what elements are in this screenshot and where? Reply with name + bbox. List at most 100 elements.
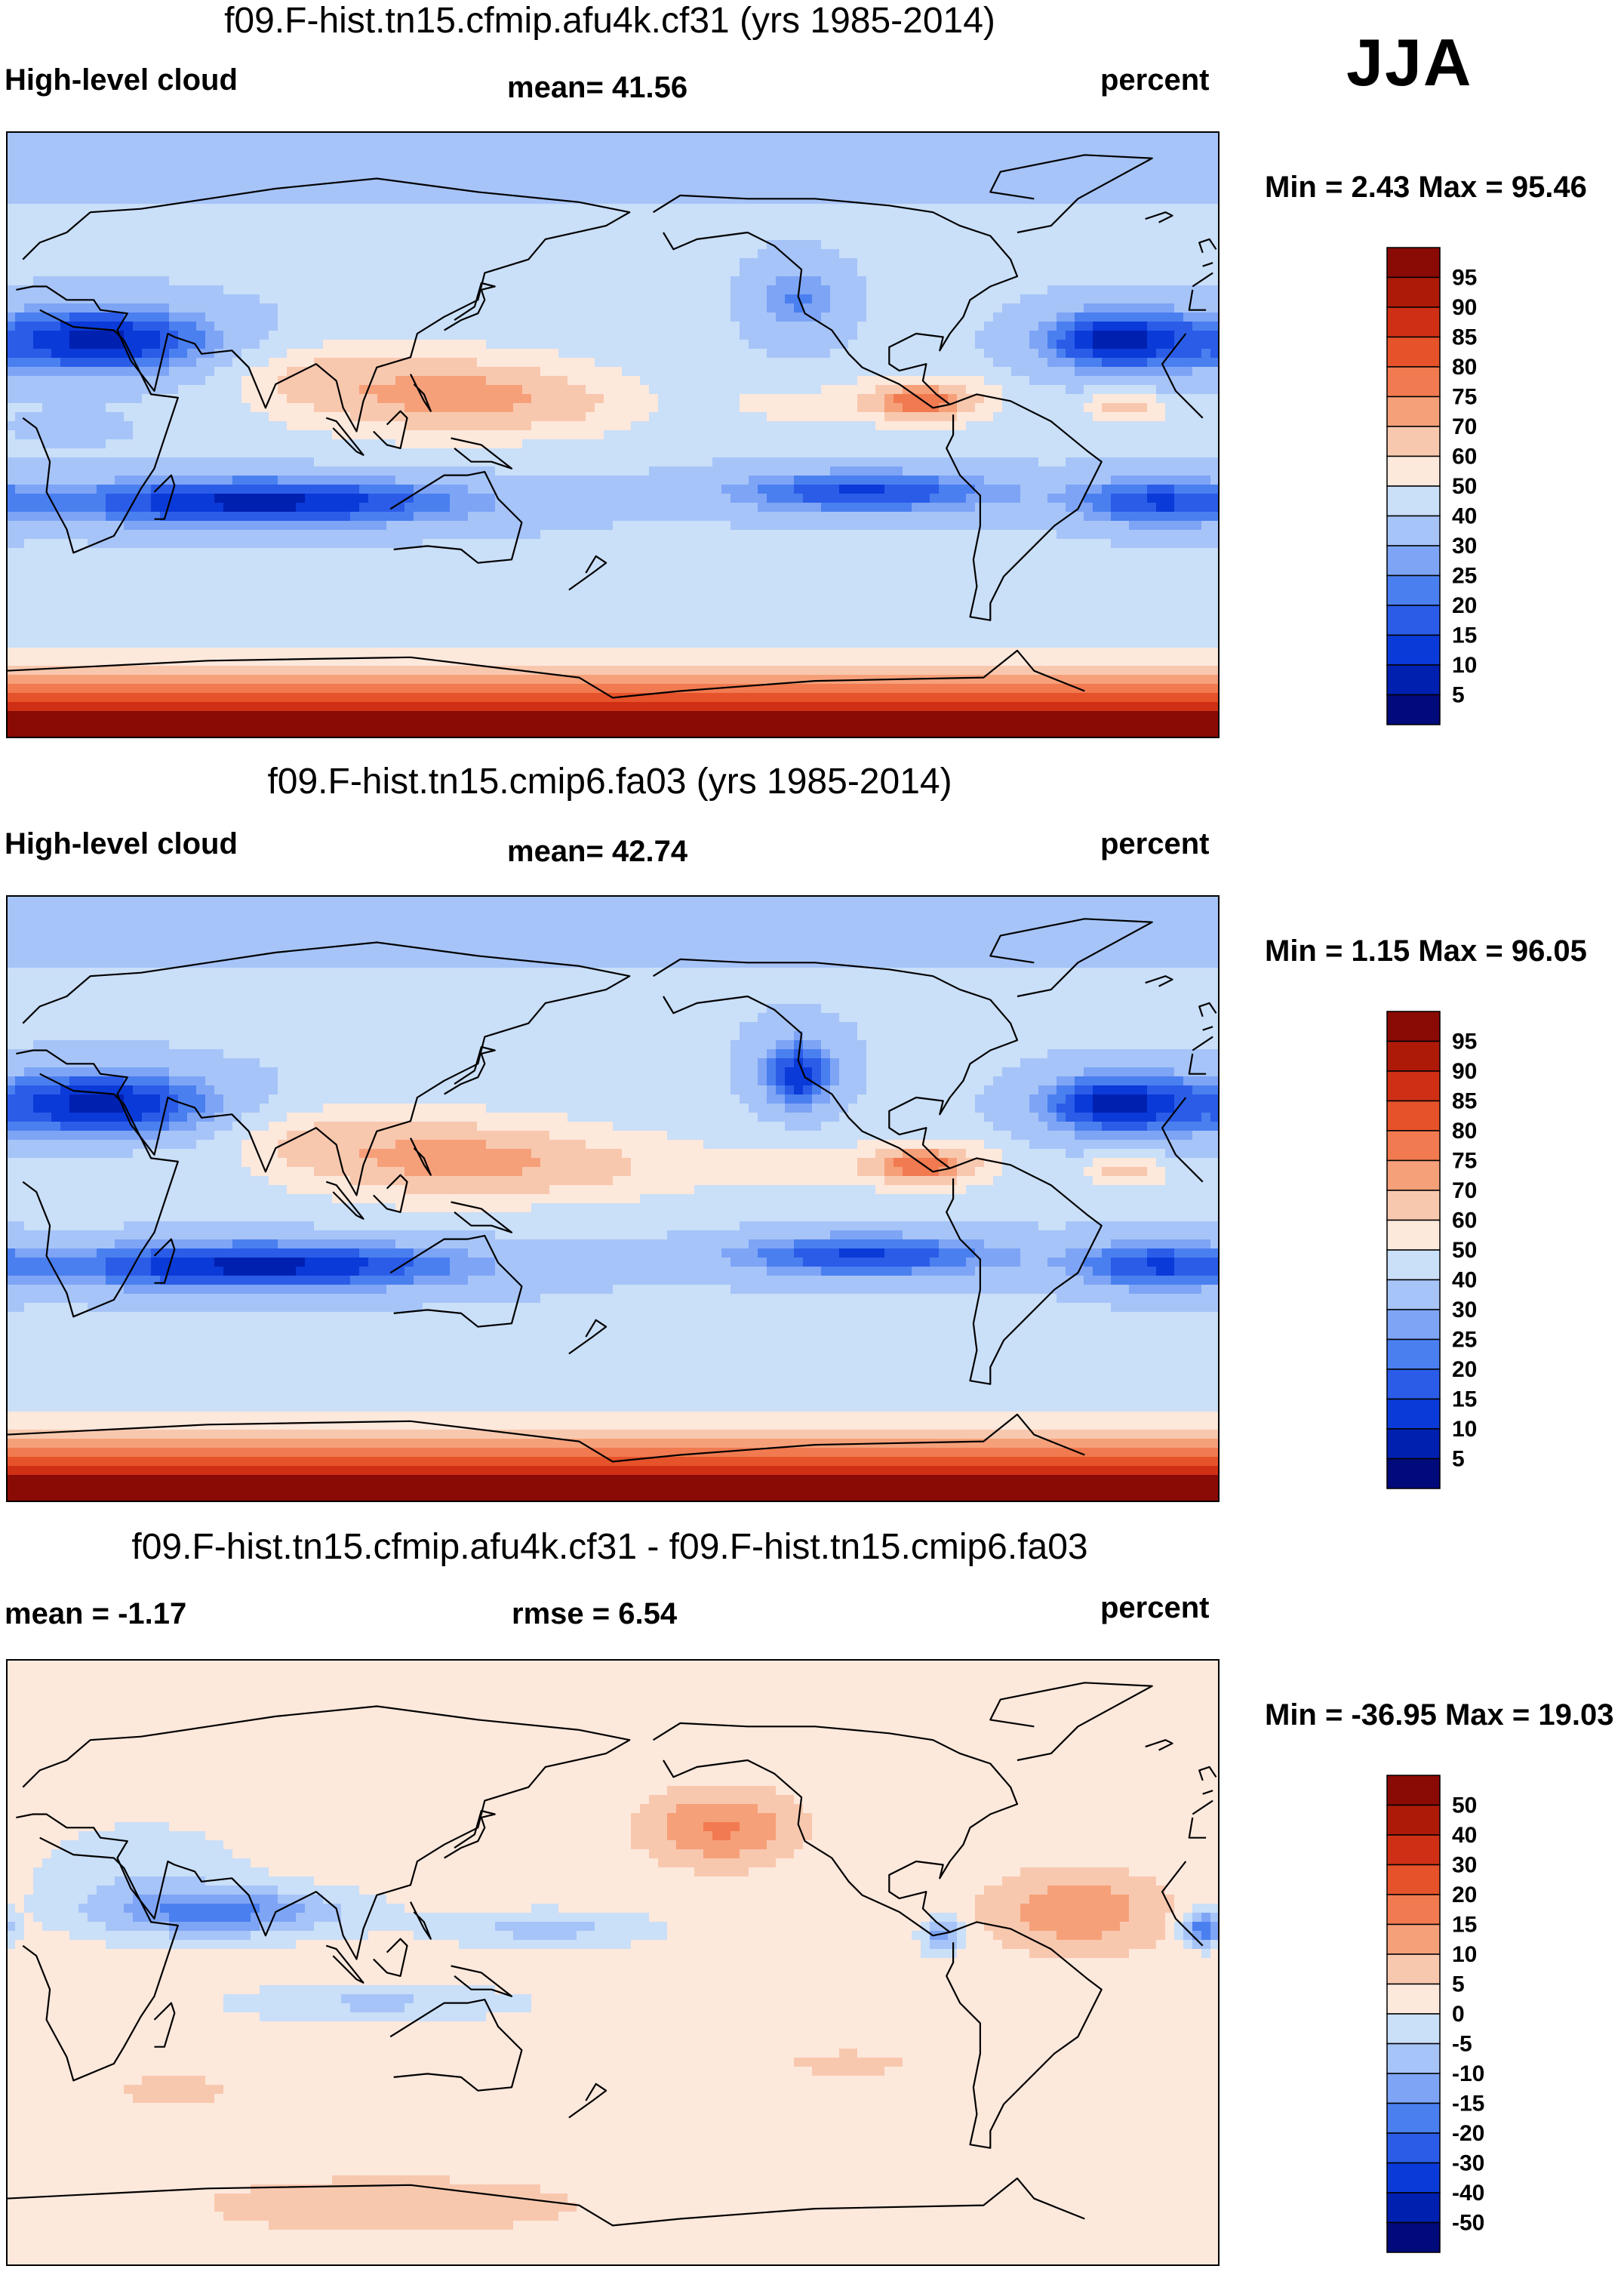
field-cell <box>1084 349 1093 359</box>
field-cell <box>957 322 967 331</box>
field-cell <box>839 195 849 205</box>
field-cell <box>341 285 351 295</box>
field-cell <box>1201 358 1211 368</box>
field-cell <box>658 131 668 141</box>
field-cell <box>142 439 152 449</box>
field-cell <box>794 213 804 223</box>
field-cell <box>857 394 867 404</box>
field-cell <box>24 195 34 205</box>
field-cell <box>414 258 423 268</box>
field-cell <box>260 376 269 386</box>
field-cell <box>1201 349 1211 359</box>
field-cell <box>595 140 604 150</box>
field-cell <box>1020 222 1030 232</box>
field-cell <box>106 421 115 431</box>
field-cell <box>33 448 43 458</box>
field-cell <box>459 140 469 150</box>
field-cell <box>97 240 106 250</box>
field-cell <box>423 367 432 377</box>
field-cell <box>721 376 731 386</box>
field-cell <box>749 403 758 413</box>
field-cell <box>423 204 432 214</box>
field-cell <box>848 430 858 440</box>
field-cell <box>495 177 505 186</box>
field-cell <box>33 213 43 223</box>
field-cell <box>785 213 795 223</box>
field-cell <box>721 168 731 177</box>
field-cell <box>758 430 767 440</box>
field-cell <box>51 358 61 368</box>
field-cell <box>6 177 16 186</box>
field-cell <box>1102 367 1112 377</box>
field-cell <box>721 159 731 168</box>
field-cell <box>106 285 115 295</box>
field-cell <box>595 186 604 195</box>
field-cell <box>758 312 767 322</box>
field-cell <box>631 258 641 268</box>
field-cell <box>694 249 704 259</box>
field-cell <box>1192 195 1202 205</box>
field-cell <box>685 195 695 205</box>
field-cell <box>866 159 876 168</box>
field-cell <box>966 240 976 250</box>
field-cell <box>975 412 985 422</box>
field-cell <box>767 149 777 159</box>
field-cell <box>486 168 496 177</box>
field-cell <box>1057 385 1066 395</box>
field-cell <box>567 394 577 404</box>
field-cell <box>386 204 396 214</box>
field-cell <box>558 267 568 277</box>
field-cell <box>305 240 315 250</box>
field-cell <box>251 177 260 186</box>
field-cell <box>685 421 695 431</box>
field-cell <box>1192 231 1202 241</box>
field-cell <box>649 303 659 313</box>
field-cell <box>703 285 713 295</box>
field-cell <box>24 267 34 277</box>
field-cell <box>1093 140 1103 150</box>
field-cell <box>984 294 994 304</box>
field-cell <box>124 322 134 331</box>
field-cell <box>821 358 831 368</box>
field-cell <box>305 294 315 304</box>
field-cell <box>730 267 740 277</box>
field-cell <box>749 349 758 359</box>
field-cell <box>567 457 577 467</box>
field-cell <box>187 149 197 159</box>
field-cell <box>667 159 677 168</box>
field-cell <box>1156 177 1166 186</box>
field-cell <box>241 168 251 177</box>
field-cell <box>1111 258 1121 268</box>
field-cell <box>1084 303 1093 313</box>
field-cell <box>1147 168 1157 177</box>
field-cell <box>33 358 43 368</box>
field-cell <box>984 303 994 313</box>
field-cell <box>1011 177 1021 186</box>
field-cell <box>214 213 224 223</box>
field-cell <box>803 367 813 377</box>
field-cell <box>377 457 387 467</box>
field-cell <box>205 457 215 467</box>
field-cell <box>975 403 985 413</box>
field-cell <box>232 430 242 440</box>
field-cell <box>169 276 179 286</box>
field-cell <box>676 412 686 422</box>
field-cell <box>712 276 722 286</box>
field-cell <box>857 294 867 304</box>
field-cell <box>984 430 994 440</box>
field-cell <box>640 186 650 195</box>
field-cell <box>767 403 777 413</box>
field-cell <box>386 131 396 141</box>
field-cell <box>767 276 777 286</box>
field-cell <box>794 394 804 404</box>
field-cell <box>513 376 523 386</box>
field-cell <box>395 322 405 331</box>
field-cell <box>839 448 849 458</box>
field-cell <box>223 222 233 232</box>
field-cell <box>178 231 188 241</box>
field-cell <box>15 394 25 404</box>
field-cell <box>522 394 532 404</box>
field-cell <box>1201 412 1211 422</box>
field-cell <box>712 186 722 195</box>
field-cell <box>721 322 731 331</box>
